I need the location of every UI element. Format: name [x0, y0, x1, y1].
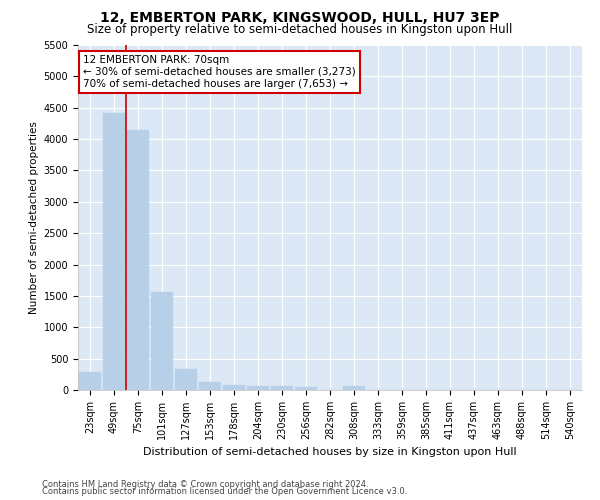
X-axis label: Distribution of semi-detached houses by size in Kingston upon Hull: Distribution of semi-detached houses by …	[143, 448, 517, 458]
Bar	[343, 386, 365, 390]
Text: Size of property relative to semi-detached houses in Kingston upon Hull: Size of property relative to semi-detach…	[88, 24, 512, 36]
Text: 12, EMBERTON PARK, KINGSWOOD, HULL, HU7 3EP: 12, EMBERTON PARK, KINGSWOOD, HULL, HU7 …	[100, 11, 500, 25]
Text: 12 EMBERTON PARK: 70sqm
← 30% of semi-detached houses are smaller (3,273)
70% of: 12 EMBERTON PARK: 70sqm ← 30% of semi-de…	[83, 56, 356, 88]
Bar	[199, 382, 221, 390]
Bar	[175, 370, 197, 390]
Bar	[103, 112, 125, 390]
Text: Contains HM Land Registry data © Crown copyright and database right 2024.: Contains HM Land Registry data © Crown c…	[42, 480, 368, 489]
Bar	[151, 292, 173, 390]
Bar	[79, 372, 101, 390]
Bar	[271, 386, 293, 390]
Bar	[223, 386, 245, 390]
Bar	[295, 386, 317, 390]
Bar	[247, 386, 269, 390]
Y-axis label: Number of semi-detached properties: Number of semi-detached properties	[29, 121, 40, 314]
Text: Contains public sector information licensed under the Open Government Licence v3: Contains public sector information licen…	[42, 488, 407, 496]
Bar	[127, 130, 149, 390]
